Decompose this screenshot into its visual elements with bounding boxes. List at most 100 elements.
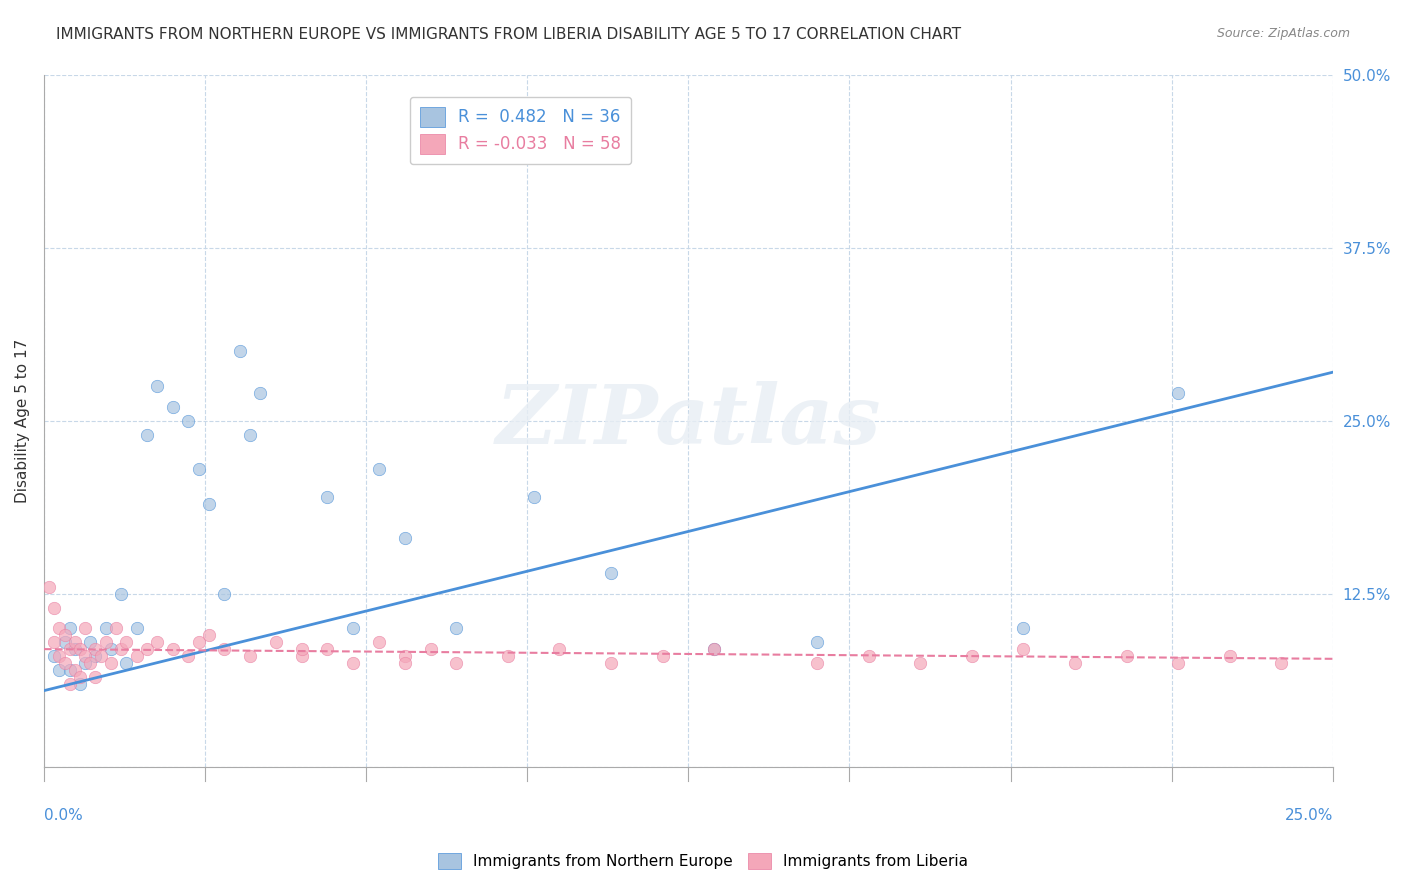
Point — [523, 490, 546, 504]
Point — [162, 400, 184, 414]
Point — [703, 642, 725, 657]
Point — [69, 642, 91, 657]
Point — [858, 648, 880, 663]
Point — [48, 621, 70, 635]
Point — [394, 656, 416, 670]
Point — [806, 656, 828, 670]
Point — [1270, 656, 1292, 670]
Point — [125, 621, 148, 635]
Point — [110, 587, 132, 601]
Point — [79, 635, 101, 649]
Point — [38, 580, 60, 594]
Legend: R =  0.482   N = 36, R = -0.033   N = 58: R = 0.482 N = 36, R = -0.033 N = 58 — [411, 96, 631, 164]
Point — [446, 656, 468, 670]
Point — [94, 621, 117, 635]
Point — [291, 648, 314, 663]
Point — [84, 648, 107, 663]
Point — [1219, 648, 1241, 663]
Point — [316, 642, 339, 657]
Point — [63, 663, 86, 677]
Point — [342, 621, 364, 635]
Point — [187, 462, 209, 476]
Point — [110, 642, 132, 657]
Point — [187, 635, 209, 649]
Point — [115, 656, 138, 670]
Point — [239, 648, 262, 663]
Point — [264, 635, 287, 649]
Point — [1012, 621, 1035, 635]
Point — [75, 656, 97, 670]
Text: ZIPatlas: ZIPatlas — [495, 381, 882, 460]
Point — [368, 635, 391, 649]
Point — [48, 648, 70, 663]
Point — [48, 663, 70, 677]
Point — [53, 635, 76, 649]
Point — [75, 621, 97, 635]
Point — [59, 663, 82, 677]
Point — [291, 642, 314, 657]
Point — [63, 635, 86, 649]
Point — [84, 670, 107, 684]
Text: 0.0%: 0.0% — [44, 808, 83, 823]
Point — [214, 587, 236, 601]
Point — [177, 414, 200, 428]
Point — [146, 635, 169, 649]
Point — [100, 642, 122, 657]
Point — [125, 648, 148, 663]
Text: IMMIGRANTS FROM NORTHERN EUROPE VS IMMIGRANTS FROM LIBERIA DISABILITY AGE 5 TO 1: IMMIGRANTS FROM NORTHERN EUROPE VS IMMIG… — [56, 27, 962, 42]
Point — [496, 648, 519, 663]
Point — [59, 642, 82, 657]
Point — [63, 642, 86, 657]
Point — [75, 648, 97, 663]
Point — [229, 344, 252, 359]
Point — [84, 642, 107, 657]
Point — [69, 677, 91, 691]
Point — [1167, 656, 1189, 670]
Point — [53, 656, 76, 670]
Point — [53, 628, 76, 642]
Point — [1064, 656, 1087, 670]
Point — [94, 635, 117, 649]
Point — [960, 648, 983, 663]
Point — [249, 386, 271, 401]
Point — [44, 648, 66, 663]
Point — [198, 628, 221, 642]
Legend: Immigrants from Northern Europe, Immigrants from Liberia: Immigrants from Northern Europe, Immigra… — [432, 847, 974, 875]
Point — [1167, 386, 1189, 401]
Point — [446, 621, 468, 635]
Point — [198, 497, 221, 511]
Point — [59, 621, 82, 635]
Point — [806, 635, 828, 649]
Point — [79, 656, 101, 670]
Point — [600, 656, 623, 670]
Point — [394, 648, 416, 663]
Point — [600, 566, 623, 580]
Point — [368, 462, 391, 476]
Point — [419, 642, 441, 657]
Text: Source: ZipAtlas.com: Source: ZipAtlas.com — [1216, 27, 1350, 40]
Point — [1115, 648, 1137, 663]
Point — [548, 642, 571, 657]
Point — [146, 379, 169, 393]
Point — [1012, 642, 1035, 657]
Point — [703, 642, 725, 657]
Point — [44, 600, 66, 615]
Point — [177, 648, 200, 663]
Point — [105, 621, 128, 635]
Point — [44, 635, 66, 649]
Point — [342, 656, 364, 670]
Y-axis label: Disability Age 5 to 17: Disability Age 5 to 17 — [15, 339, 30, 503]
Point — [59, 677, 82, 691]
Point — [394, 532, 416, 546]
Point — [136, 642, 159, 657]
Point — [651, 648, 673, 663]
Point — [100, 656, 122, 670]
Point — [115, 635, 138, 649]
Text: 25.0%: 25.0% — [1285, 808, 1333, 823]
Point — [136, 427, 159, 442]
Point — [910, 656, 932, 670]
Point — [69, 670, 91, 684]
Point — [316, 490, 339, 504]
Point — [214, 642, 236, 657]
Point — [162, 642, 184, 657]
